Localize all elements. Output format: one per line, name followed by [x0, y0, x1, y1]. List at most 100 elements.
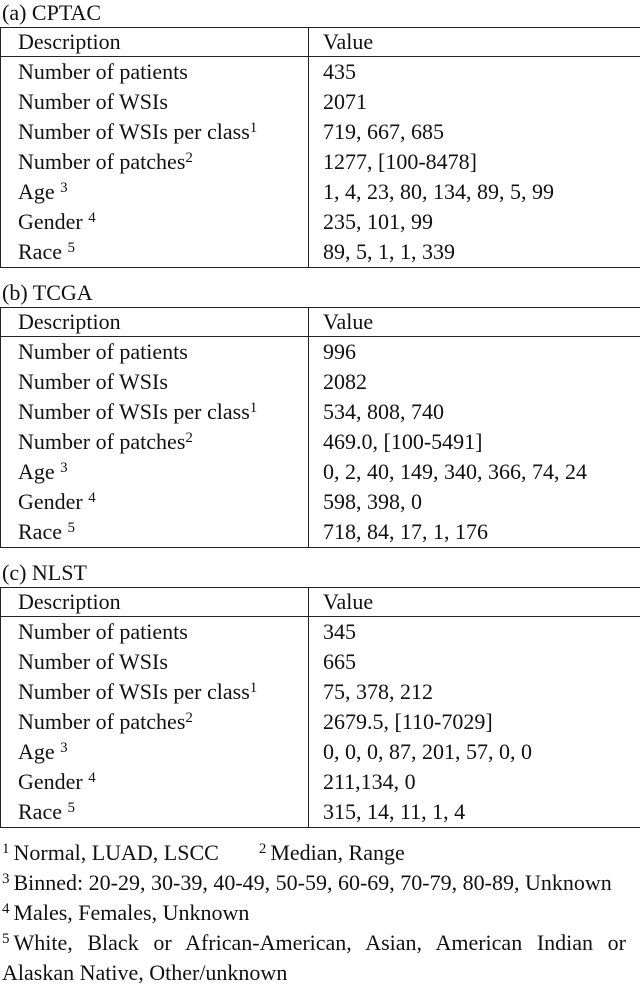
table-row: Number of WSIs 2071 — [1, 87, 640, 117]
footnote-mark: 3 — [2, 871, 10, 887]
value-cell: 665 — [323, 649, 356, 674]
description-cell: Race 5 — [18, 517, 75, 547]
value-cell: 996 — [323, 339, 356, 364]
footnote: 5 White, Black or African-American, Asian… — [2, 928, 626, 988]
footnote-ref: 1 — [249, 400, 258, 416]
header-cell: Value — [323, 589, 374, 614]
table-row: Race 5 89, 5, 1, 1, 339 — [1, 237, 640, 267]
description-text: Number of WSIs per class — [18, 119, 250, 144]
footnote-ref: 3 — [60, 460, 68, 476]
header-cell: Description — [18, 589, 121, 614]
description-text: Number of patches — [18, 709, 186, 734]
value-cell: 89, 5, 1, 1, 339 — [323, 239, 455, 264]
table: Description Value Number of patients 345 Num… — [0, 587, 640, 828]
footnote-mark: 1 — [2, 841, 10, 857]
footnote-line: 1 Normal, LUAD, LSCC 2 Median, Range — [2, 838, 626, 868]
footnote-ref: 1 — [249, 120, 258, 136]
header-row: Description Value — [1, 28, 640, 57]
table-row: Race 5 718, 84, 17, 1, 176 — [1, 517, 640, 547]
header-row: Description Value — [1, 588, 640, 617]
footnote-mark: 4 — [2, 901, 10, 917]
table-row: Gender 4 598, 398, 0 — [1, 487, 640, 517]
table-row: Number of patches2 2679.5, [110-7029] — [1, 707, 640, 737]
table-block: (a) CPTAC Description Value Number of patie… — [0, 0, 640, 268]
footnotes: 1 Normal, LUAD, LSCC 2 Median, Range 3 Binned… — [2, 838, 626, 988]
table-row: Number of WSIs 665 — [1, 647, 640, 677]
footnote-ref: 1 — [249, 680, 258, 696]
value-cell: 2679.5, [110-7029] — [323, 709, 493, 734]
description-cell: Number of WSIs — [18, 367, 168, 397]
footnote-ref: 3 — [60, 740, 68, 756]
table-block: (b) TCGA Description Value Number of patien… — [0, 280, 640, 548]
description-text: Race — [18, 799, 68, 824]
column-divider — [308, 28, 309, 267]
table-row: Gender 4 235, 101, 99 — [1, 207, 640, 237]
description-cell: Race 5 — [18, 797, 75, 827]
table-row: Age 3 1, 4, 23, 80, 134, 89, 5, 99 — [1, 177, 640, 207]
footnote-ref: 2 — [185, 430, 193, 446]
value-cell: 211,134, 0 — [323, 769, 416, 794]
description-cell: Gender 4 — [18, 487, 96, 517]
description-cell: Race 5 — [18, 237, 75, 267]
value-cell: 718, 84, 17, 1, 176 — [323, 519, 488, 544]
footnote-ref: 4 — [88, 210, 96, 226]
table: Description Value Number of patients 435 Num… — [0, 27, 640, 268]
value-cell: 315, 14, 11, 1, 4 — [323, 799, 466, 824]
description-text: Number of patches — [18, 429, 186, 454]
footnote-ref: 4 — [88, 770, 96, 786]
value-cell: 2071 — [323, 89, 367, 114]
table-row: Number of patients 435 — [1, 57, 640, 87]
footnote-text: Normal, LUAD, LSCC — [13, 840, 219, 865]
description-text: Number of WSIs per class — [18, 399, 250, 424]
footnote-ref: 3 — [60, 180, 68, 196]
description-text: Gender — [18, 769, 89, 794]
footnote-text: Males, Females, Unknown — [13, 900, 250, 925]
description-text: Age — [18, 739, 61, 764]
footnote-mark: 5 — [2, 931, 10, 947]
description-cell: Number of patients — [18, 337, 188, 367]
footnote-text: Binned: 20-29, 30-39, 40-49, 50-59, 60-6… — [13, 870, 612, 895]
description-text: Number of patients — [18, 59, 188, 84]
description-cell: Age 3 — [18, 737, 68, 767]
description-text: Gender — [18, 489, 89, 514]
table-row: Number of patches2 1277, [100-8478] — [1, 147, 640, 177]
description-cell: Number of patches2 — [18, 707, 193, 737]
description-cell: Number of patients — [18, 617, 188, 647]
table-row: Race 5 315, 14, 11, 1, 4 — [1, 797, 640, 827]
footnote-ref: 5 — [67, 520, 75, 536]
description-text: Number of patches — [18, 149, 186, 174]
header-cell: Description — [18, 29, 121, 54]
table-caption: (c) NLST — [2, 560, 87, 585]
table-caption: (b) TCGA — [2, 280, 93, 305]
table-row: Number of patches2 469.0, [100-5491] — [1, 427, 640, 457]
table-row: Number of WSIs per class1 719, 667, 685 — [1, 117, 640, 147]
table-row: Number of WSIs per class1 534, 808, 740 — [1, 397, 640, 427]
value-cell: 435 — [323, 59, 356, 84]
footnote: 3 Binned: 20-29, 30-39, 40-49, 50-59, 60-… — [2, 868, 626, 898]
description-cell: Number of patches2 — [18, 427, 193, 457]
footnote-ref: 5 — [67, 800, 75, 816]
description-cell: Age 3 — [18, 457, 68, 487]
value-cell: 75, 378, 212 — [323, 679, 433, 704]
header-cell: Description — [18, 309, 121, 334]
footnote-text: Median, Range — [270, 840, 405, 865]
description-cell: Number of WSIs per class1 — [18, 677, 257, 707]
description-text: Age — [18, 179, 61, 204]
header-row: Description Value — [1, 308, 640, 337]
description-text: Number of WSIs per class — [18, 679, 250, 704]
value-cell: 1, 4, 23, 80, 134, 89, 5, 99 — [323, 179, 554, 204]
table-row: Number of WSIs per class1 75, 378, 212 — [1, 677, 640, 707]
value-cell: 719, 667, 685 — [323, 119, 444, 144]
description-cell: Number of WSIs per class1 — [18, 397, 257, 427]
footnote-text: White, Black or African-American, Asian,… — [2, 930, 626, 985]
description-text: Number of WSIs — [18, 89, 168, 114]
table-row: Number of patients 345 — [1, 617, 640, 647]
footnote-ref: 2 — [185, 710, 193, 726]
value-cell: 469.0, [100-5491] — [323, 429, 483, 454]
column-divider — [308, 308, 309, 547]
description-text: Number of WSIs — [18, 649, 168, 674]
table-row: Number of patients 996 — [1, 337, 640, 367]
value-cell: 0, 0, 0, 87, 201, 57, 0, 0 — [323, 739, 532, 764]
value-cell: 534, 808, 740 — [323, 399, 444, 424]
